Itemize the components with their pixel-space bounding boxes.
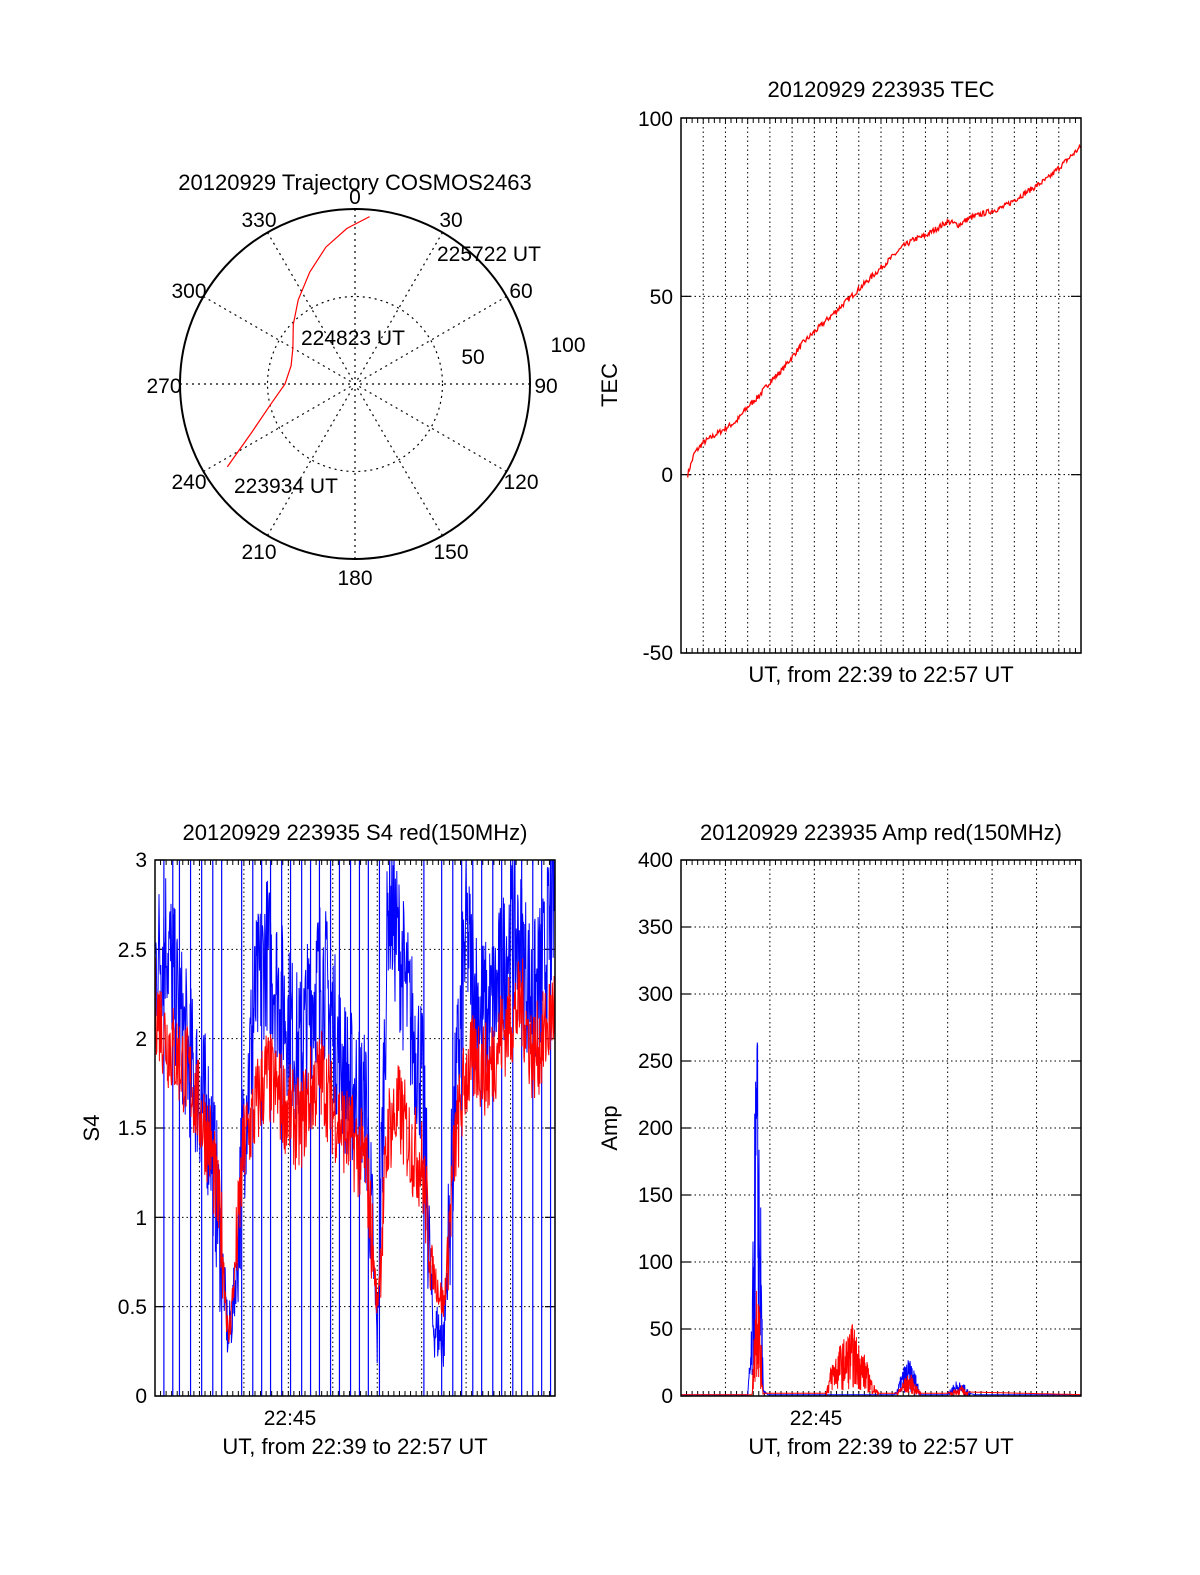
- y-tick-label: 3: [135, 849, 147, 872]
- s4-y-tick-labels: 0 0.5 1 1.5 2 2.5 3: [118, 849, 147, 1408]
- s4-xlabel: UT, from 22:39 to 22:57 UT: [222, 1434, 487, 1459]
- amp-ylabel: Amp: [597, 1105, 622, 1150]
- x-tick-label: 22:45: [264, 1407, 317, 1430]
- s4-title: 20120929 223935 S4 red(150MHz): [183, 820, 528, 845]
- y-tick-label: 300: [638, 983, 673, 1006]
- az-tick-label: 180: [337, 567, 372, 590]
- y-tick-label: 100: [638, 108, 673, 131]
- s4-series: [155, 860, 555, 1396]
- az-tick-label: 120: [503, 471, 538, 494]
- amp-xlabel: UT, from 22:39 to 22:57 UT: [748, 1434, 1013, 1459]
- tec-y-tick-labels: -50 0 50 100: [638, 108, 673, 665]
- radial-tick-label: 50: [461, 346, 484, 369]
- az-tick-label: 60: [509, 280, 532, 303]
- tec-plot-frame: [680, 117, 1082, 654]
- az-tick-label: 150: [433, 541, 468, 564]
- y-tick-label: 0: [661, 1385, 673, 1408]
- s4-chart: 20120929 223935 S4 red(150MHz) 0 0.5 1 1…: [79, 820, 556, 1459]
- y-tick-label: 50: [650, 286, 673, 309]
- trajectory-annotation-end: 225722 UT: [437, 243, 541, 266]
- tec-ylabel: TEC: [597, 363, 622, 407]
- y-tick-label: 350: [638, 916, 673, 939]
- radial-tick-label: 100: [550, 334, 585, 357]
- y-tick-label: 200: [638, 1117, 673, 1140]
- s4-blue-line: [155, 860, 555, 1367]
- y-tick-label: 1.5: [118, 1117, 147, 1140]
- az-tick-label: 30: [439, 209, 462, 232]
- az-tick-label: 300: [171, 280, 206, 303]
- az-tick-label: 90: [534, 375, 557, 398]
- y-tick-label: 50: [650, 1318, 673, 1341]
- trajectory-line: [226, 216, 370, 468]
- y-tick-label: 1: [135, 1207, 147, 1230]
- polar-grid-spoke: [266, 232, 444, 536]
- tec-xlabel: UT, from 22:39 to 22:57 UT: [748, 662, 1013, 687]
- polar-grid: [180, 209, 530, 559]
- amp-plot-frame: [680, 859, 1082, 1397]
- az-tick-label: 270: [146, 375, 181, 398]
- polar-outer-circle: [179, 208, 531, 560]
- amp-series: [681, 1042, 1081, 1396]
- y-tick-label: 0.5: [118, 1296, 147, 1319]
- y-tick-label: 100: [638, 1251, 673, 1274]
- s4-red-line: [155, 957, 555, 1343]
- az-tick-label: 210: [241, 541, 276, 564]
- tec-series: [687, 143, 1081, 478]
- amp-red-line: [681, 1290, 1081, 1396]
- tec-line: [687, 143, 1081, 478]
- amp-title: 20120929 223935 Amp red(150MHz): [700, 820, 1062, 845]
- az-tick-label: 240: [171, 471, 206, 494]
- amp-blue-line: [681, 1042, 1081, 1396]
- y-tick-label: 250: [638, 1050, 673, 1073]
- az-tick-label: 0: [349, 186, 361, 209]
- polar-grid-ring: [266, 295, 444, 473]
- y-tick-label: 400: [638, 849, 673, 872]
- trajectory-annotation-start: 223934 UT: [234, 475, 338, 498]
- y-tick-label: 0: [135, 1385, 147, 1408]
- y-tick-label: 2.5: [118, 939, 147, 962]
- amp-chart: 20120929 223935 Amp red(150MHz) 0 50 100…: [597, 820, 1082, 1459]
- trajectory-chart: 20120929 Trajectory COSMOS2463 0 30 60 9…: [146, 170, 585, 590]
- s4-ylabel: S4: [79, 1115, 104, 1142]
- y-tick-label: 150: [638, 1184, 673, 1207]
- y-tick-label: -50: [643, 642, 673, 665]
- y-tick-label: 0: [661, 464, 673, 487]
- az-tick-label: 330: [241, 209, 276, 232]
- s4-plot-frame: [154, 859, 556, 1397]
- azimuth-tick-labels: 0 30 60 90 120 150 180 210 240 270 300 3…: [146, 186, 557, 590]
- amp-y-tick-labels: 0 50 100 150 200 250 300 350 400: [638, 849, 673, 1408]
- tec-title: 20120929 223935 TEC: [767, 77, 994, 102]
- x-tick-label: 22:45: [790, 1407, 843, 1430]
- trajectory-annotation-mid: 224823 UT: [301, 327, 405, 350]
- amp-grid: [680, 859, 1082, 1397]
- y-tick-label: 2: [135, 1028, 147, 1051]
- trajectory-title: 20120929 Trajectory COSMOS2463: [178, 170, 531, 195]
- tec-chart: 20120929 223935 TEC -50 0 50 100 TEC UT,…: [597, 77, 1082, 687]
